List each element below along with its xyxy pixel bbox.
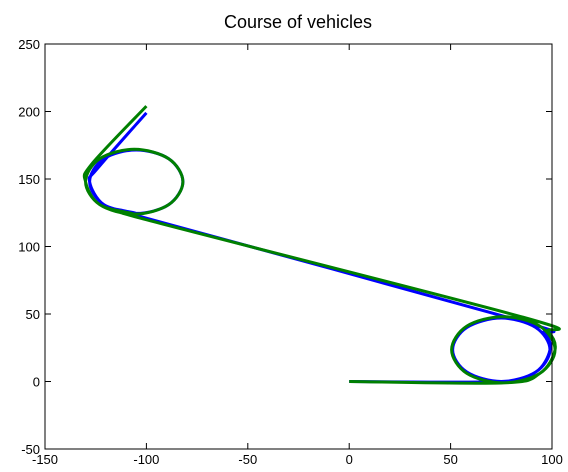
y-tick-label: 150 bbox=[18, 172, 40, 187]
x-tick-label: 100 bbox=[541, 452, 563, 467]
plot-frame bbox=[44, 43, 553, 450]
chart-title: Course of vehicles bbox=[224, 12, 372, 32]
y-tick-label: 200 bbox=[18, 105, 40, 120]
x-tick-label: -100 bbox=[133, 452, 159, 467]
y-tick-label: -50 bbox=[21, 442, 40, 457]
y-tick-label: 100 bbox=[18, 240, 40, 255]
x-tick-label: -50 bbox=[238, 452, 257, 467]
x-tick-label: 50 bbox=[443, 452, 457, 467]
y-tick-label: 0 bbox=[33, 375, 40, 390]
x-tick-label: 0 bbox=[346, 452, 353, 467]
y-tick-label: 50 bbox=[26, 307, 40, 322]
series-line bbox=[82, 105, 561, 385]
y-tick-label: 250 bbox=[18, 37, 40, 52]
x-tick-label: -150 bbox=[32, 452, 58, 467]
